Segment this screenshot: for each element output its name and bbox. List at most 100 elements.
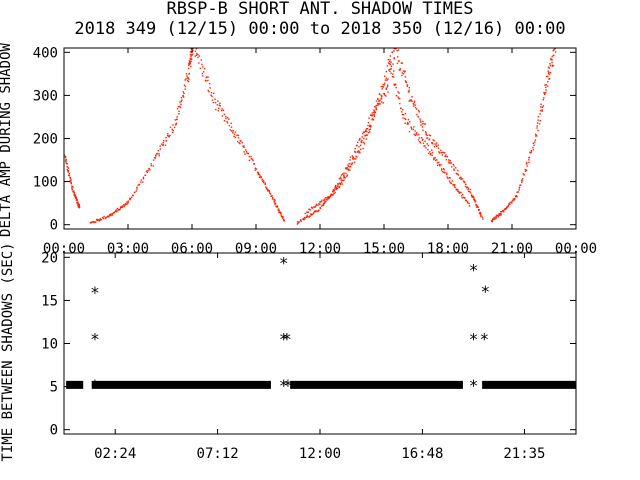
- amplitude-point: [175, 122, 178, 124]
- amplitude-point: [313, 210, 316, 212]
- amplitude-point: [536, 127, 538, 129]
- amplitude-point: [548, 67, 550, 69]
- amplitude-point: [370, 114, 373, 116]
- amplitude-point: [265, 186, 267, 188]
- amplitude-point: [356, 141, 359, 144]
- amplitude-point: [467, 202, 469, 204]
- amplitude-point: [304, 212, 306, 215]
- amplitude-point: [243, 146, 245, 149]
- amplitude-point: [361, 136, 363, 138]
- amplitude-point: [507, 205, 509, 208]
- amplitude-point: [448, 162, 450, 164]
- amplitude-point: [536, 122, 539, 124]
- amplitude-point: [165, 136, 167, 139]
- interval-baseline-band: [66, 380, 84, 389]
- amplitude-point: [189, 62, 191, 64]
- amplitude-point: [78, 204, 80, 206]
- amplitude-point: [549, 63, 551, 65]
- amplitude-point: [313, 206, 315, 208]
- amplitude-point: [325, 199, 327, 201]
- amplitude-point: [155, 154, 157, 156]
- amplitude-point: [142, 176, 145, 178]
- amplitude-point: [66, 168, 68, 171]
- amplitude-point: [449, 177, 451, 179]
- amplitude-point: [375, 107, 377, 109]
- amplitude-point: [323, 198, 326, 200]
- amplitude-point: [385, 87, 387, 89]
- amplitude-point: [94, 221, 96, 223]
- amplitude-point: [427, 148, 429, 151]
- amplitude-point: [351, 155, 354, 157]
- top-x-tick-label: 06:00: [171, 241, 213, 257]
- amplitude-point: [358, 151, 360, 154]
- amplitude-point: [478, 212, 481, 214]
- amplitude-point: [452, 163, 454, 166]
- amplitude-point: [480, 215, 482, 217]
- amplitude-point: [181, 99, 183, 101]
- amplitude-point: [346, 175, 348, 177]
- amplitude-point: [551, 61, 553, 64]
- amplitude-point: [75, 198, 78, 200]
- amplitude-point: [258, 176, 261, 179]
- amplitude-point: [180, 97, 183, 99]
- amplitude-point: [528, 156, 531, 159]
- amplitude-point: [317, 210, 319, 212]
- amplitude-point: [376, 104, 378, 106]
- amplitude-point: [345, 168, 347, 170]
- amplitude-point: [467, 187, 470, 189]
- amplitude-point: [70, 182, 72, 185]
- amplitude-point: [547, 66, 550, 68]
- bottom-y-tick-label: 5: [50, 380, 58, 396]
- amplitude-point: [190, 65, 192, 68]
- amplitude-point: [334, 186, 336, 188]
- bottom-y-axis-label: TIME BETWEEN SHADOWS (SEC): [0, 242, 16, 461]
- amplitude-point: [549, 64, 552, 67]
- amplitude-point: [421, 139, 424, 141]
- amplitude-point: [195, 48, 198, 50]
- amplitude-point: [98, 219, 100, 221]
- amplitude-point: [104, 217, 107, 220]
- amplitude-point: [323, 203, 325, 205]
- amplitude-point: [76, 202, 78, 204]
- amplitude-point: [425, 147, 427, 149]
- amplitude-point: [366, 130, 368, 133]
- amplitude-point: [268, 190, 271, 193]
- amplitude-point: [410, 127, 412, 129]
- amplitude-point: [513, 199, 515, 201]
- amplitude-point: [349, 165, 352, 168]
- amplitude-point: [410, 100, 412, 102]
- top-y-tick-label: 300: [33, 88, 58, 104]
- amplitude-point: [275, 205, 277, 207]
- amplitude-point: [73, 194, 75, 196]
- amplitude-point: [272, 197, 274, 199]
- amplitude-point: [278, 211, 280, 213]
- amplitude-point: [413, 101, 416, 103]
- amplitude-point: [389, 68, 391, 70]
- amplitude-point: [491, 220, 494, 223]
- amplitude-point: [385, 77, 388, 79]
- amplitude-point: [375, 100, 378, 102]
- amplitude-point: [409, 121, 411, 123]
- amplitude-point: [189, 63, 191, 65]
- amplitude-point: [402, 109, 404, 111]
- amplitude-point: [73, 192, 75, 194]
- amplitude-point: [551, 64, 554, 66]
- amplitude-point: [325, 200, 327, 203]
- amplitude-point: [176, 118, 178, 120]
- amplitude-point: [340, 174, 343, 176]
- amplitude-point: [201, 72, 204, 75]
- amplitude-point: [216, 104, 218, 106]
- amplitude-point: [375, 105, 377, 107]
- amplitude-point: [326, 199, 329, 201]
- amplitude-point: [343, 177, 345, 179]
- amplitude-point: [240, 140, 242, 142]
- amplitude-point: [417, 139, 420, 141]
- amplitude-point: [77, 201, 79, 203]
- amplitude-point: [223, 113, 225, 115]
- amplitude-point: [217, 110, 219, 112]
- amplitude-point: [78, 205, 80, 207]
- amplitude-point: [123, 205, 125, 208]
- amplitude-point: [465, 200, 468, 202]
- amplitude-point: [413, 100, 416, 102]
- amplitude-point: [113, 211, 116, 213]
